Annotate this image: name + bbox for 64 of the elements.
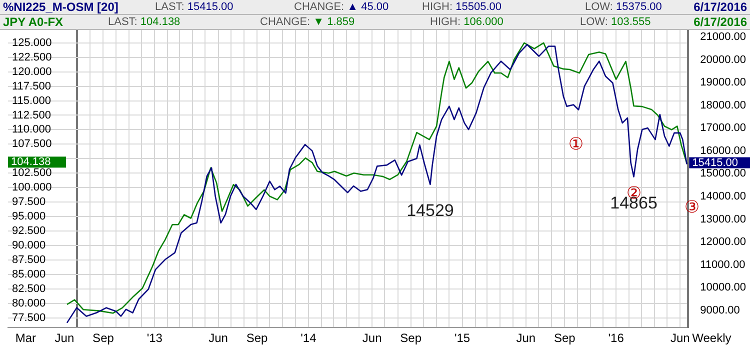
y2-tick-label: 13000.00 [700,213,746,226]
y-tick-label: 122.500 [12,51,52,64]
y-tick-label: 110.000 [12,124,51,136]
y-tick-label: 117.500 [12,80,51,92]
y-tick-label: 87.500 [12,254,46,266]
y2-tick-label: 12000.00 [700,236,746,248]
y-tick-label: 85.000 [12,268,46,280]
data-label: 14529 [406,201,454,220]
text: HIGH: 15505.00 [422,1,502,13]
y-tick-label: 102.500 [12,167,52,180]
y-tick-label: 90.000 [12,239,46,252]
y2-tick-label: 21000.00 [700,31,746,44]
y2-tick-label: 17000.00 [700,122,746,134]
y2-tick-label: 15000.00 [700,168,746,180]
y-tick-label: 95.000 [12,210,46,223]
text: JPY A0-FX [3,15,64,29]
x-tick-label: Sep [554,331,576,346]
y-tick-label: 125.000 [12,36,52,49]
y2-tick-label: 10000.00 [700,282,746,294]
y-tick-label: 112.500 [12,109,51,122]
y-tick-label: 120.000 [12,66,52,78]
text: LOW: 15375.00 [585,1,662,13]
y-tick-label: 92.500 [12,225,46,237]
y-tick-label: 80.000 [12,297,46,310]
annotation: ① [568,134,584,154]
x-tick-label: Jun [208,331,228,346]
annotation: ③ [684,197,700,218]
text: CHANGE: ▼ 1.859 [260,16,355,28]
y-tick-label: 97.500 [12,196,46,208]
text: 6/17/2016 [694,15,747,29]
y-tick-label: 82.500 [12,282,46,295]
x-tick-label: '15 [454,331,470,346]
text: HIGH: 106.000 [430,16,504,28]
x-tick-label: Sep [400,331,422,346]
data-label: 15415.00 [692,156,738,169]
text: LAST: 15415.00 [155,1,234,13]
text: %NI225_M-OSM [20] [3,0,118,14]
y-tick-label: 100.000 [12,182,52,194]
y2-tick-label: 11000.00 [700,258,746,271]
text: CHANGE: ▲ 45.00 [294,1,389,13]
x-tick-label: '14 [300,331,317,346]
y2-tick-label: 19000.00 [700,76,746,89]
x-tick-label: Sep [92,331,114,346]
y-tick-label: 107.500 [12,138,52,150]
y2-tick-label: 14000.00 [700,190,746,202]
x-axis-title: Weekly [692,330,732,345]
x-tick-label: '16 [608,331,624,346]
x-tick-label: Jun [516,331,536,346]
y-tick-label: 115.000 [12,94,51,107]
x-tick-label: '13 [146,331,163,346]
x-tick-label: Jun [54,331,74,346]
text: LOW: 103.555 [580,16,651,28]
x-tick-label: Jun [362,331,382,346]
x-tick-label: Jun [670,331,690,346]
x-tick-label: Mar [15,331,36,346]
text: 6/17/2016 [694,0,747,14]
y2-tick-label: 20000.00 [700,54,746,66]
text: LAST: 104.138 [108,16,180,28]
x-tick-label: Sep [246,331,268,346]
y2-tick-label: 16000.00 [700,144,746,157]
y-tick-label: 77.500 [12,312,46,324]
y2-tick-label: 18000.00 [700,99,746,112]
y2-tick-label: 9000.00 [700,304,740,316]
annotation: 104.138 [11,156,51,168]
